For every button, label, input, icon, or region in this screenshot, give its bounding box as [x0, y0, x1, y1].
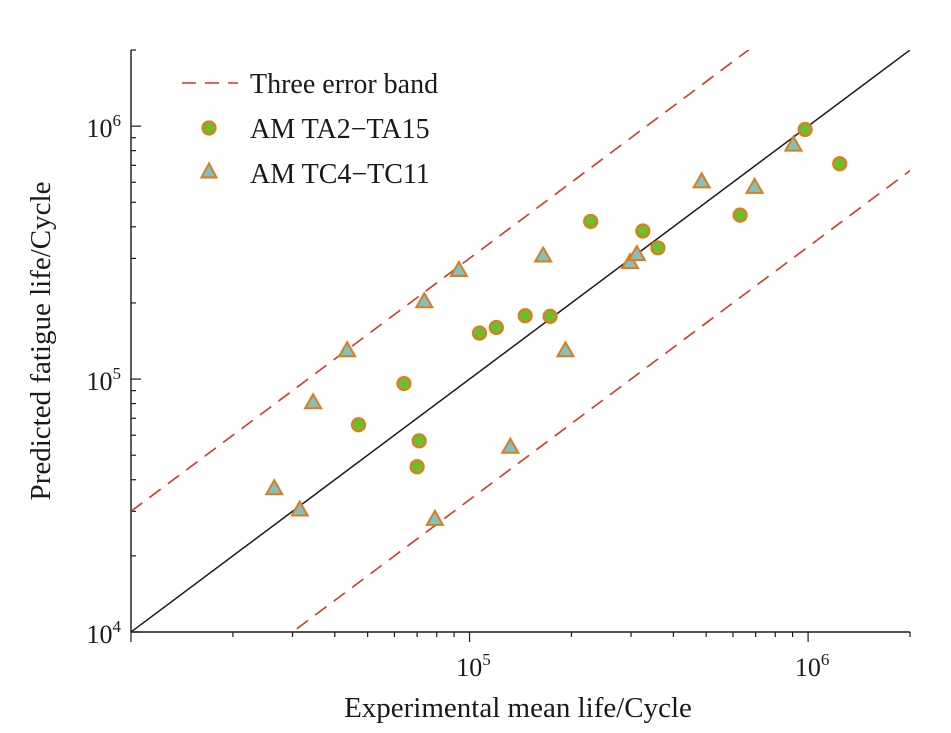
legend-tc-marker: [199, 161, 219, 179]
y-tick-label: 104: [87, 617, 122, 649]
data-markers: [264, 121, 848, 526]
data-point-ta2-ta15: [409, 459, 425, 475]
data-point-ta2-ta15: [517, 308, 533, 324]
y-axis-title: Predicted fatigue life/Cycle: [25, 182, 57, 501]
data-point-tc4-tc11: [289, 499, 310, 517]
data-point-tc4-tc11: [500, 436, 521, 454]
data-point-ta2-ta15: [471, 325, 488, 341]
data-point-ta2-ta15: [411, 433, 427, 449]
data-point-tc4-tc11: [555, 340, 576, 358]
tick-labels: 105 106 104 105 106: [87, 111, 830, 682]
legend-ta-label: AM TA2−TA15: [250, 114, 430, 145]
data-point-tc4-tc11: [783, 134, 804, 152]
error-band-upper: [131, 50, 750, 512]
data-point-tc4-tc11: [691, 171, 712, 189]
data-point-ta2-ta15: [732, 207, 748, 223]
x-axis-title: Experimental mean life/Cycle: [344, 692, 692, 724]
data-point-ta2-ta15: [650, 240, 666, 256]
legend: Three error band AM TA2−TA15 AM TC4−TC11: [182, 69, 438, 190]
data-point-tc4-tc11: [414, 291, 434, 309]
data-point-tc4-tc11: [744, 176, 765, 194]
data-point-tc4-tc11: [533, 245, 553, 263]
data-point-tc4-tc11: [337, 340, 357, 358]
data-point-ta2-ta15: [635, 223, 651, 239]
reference-line-y-equals-x: [131, 50, 910, 632]
axes: [130, 49, 911, 642]
reference-lines: [131, 50, 910, 632]
data-point-ta2-ta15: [583, 213, 599, 230]
x-tick-label: 106: [795, 650, 830, 682]
y-tick-label: 106: [87, 111, 122, 143]
error-band-lower: [291, 170, 910, 632]
data-point-ta2-ta15: [832, 156, 848, 172]
data-point-ta2-ta15: [488, 319, 504, 336]
data-point-tc4-tc11: [303, 392, 323, 410]
data-point-tc4-tc11: [627, 244, 647, 262]
data-point-tc4-tc11: [425, 508, 445, 526]
data-point-ta2-ta15: [396, 375, 412, 392]
data-point-ta2-ta15: [350, 417, 367, 433]
data-point-ta2-ta15: [542, 308, 558, 324]
data-point-tc4-tc11: [264, 478, 285, 496]
y-tick-label: 105: [87, 364, 122, 396]
data-point-tc4-tc11: [449, 259, 469, 277]
x-tick-label: 105: [456, 650, 491, 682]
legend-tc-label: AM TC4−TC11: [250, 159, 430, 190]
legend-error-band-label: Three error band: [250, 69, 438, 100]
data-point-tc4-tc11: [620, 252, 640, 270]
legend-ta-marker: [201, 120, 217, 136]
data-point-ta2-ta15: [797, 121, 813, 138]
